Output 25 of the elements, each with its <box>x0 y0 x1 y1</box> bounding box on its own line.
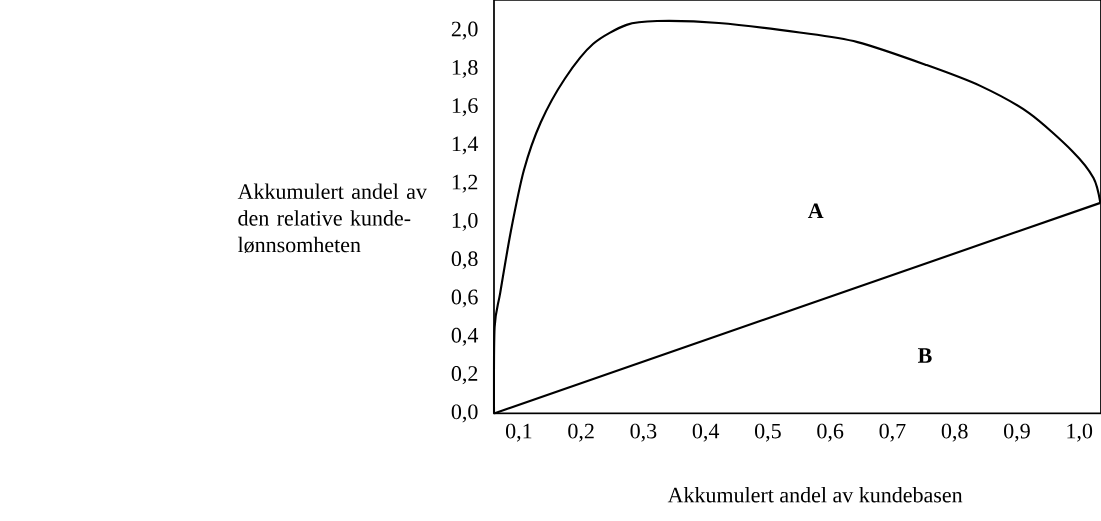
y-tick-label: 1,4 <box>452 136 479 155</box>
x-tick-label: 0,2 <box>568 423 594 442</box>
y-tick-label: 1,6 <box>452 98 478 116</box>
annotation: B <box>917 348 932 363</box>
y-axis-title: Akkumulert andel av den relative kunde-lønnsomheten <box>237 183 427 253</box>
y-tick-label: 0,4 <box>451 327 479 346</box>
x-axis-title: Akkumulert andel av kundebasen <box>667 486 963 503</box>
x-tick-label: 0,8 <box>941 423 968 442</box>
x-tick-label: 0,1 <box>505 423 532 442</box>
y-tick-label: 0,8 <box>451 251 478 270</box>
y-tick-label: 0,0 <box>451 404 478 423</box>
x-tick-label: 1,0 <box>1067 423 1093 442</box>
y-tick-label: 1,2 <box>452 174 478 193</box>
x-tick-label: 0,7 <box>879 423 906 442</box>
x-tick-label: 0,4 <box>692 423 720 442</box>
y-tick-label: 1,0 <box>452 212 478 231</box>
y-tick-label: 1,8 <box>452 59 478 78</box>
y-tick-label: 2,0 <box>451 21 478 40</box>
x-tick-label: 0,5 <box>755 423 781 442</box>
annotation: A <box>807 203 824 218</box>
x-tick-label: 0,3 <box>630 423 657 442</box>
y-tick-label: 0,2 <box>451 365 478 384</box>
x-tick-label: 0,9 <box>1004 423 1030 442</box>
x-tick-label: 0,6 <box>817 423 844 442</box>
y-tick-label: 0,6 <box>451 289 478 308</box>
